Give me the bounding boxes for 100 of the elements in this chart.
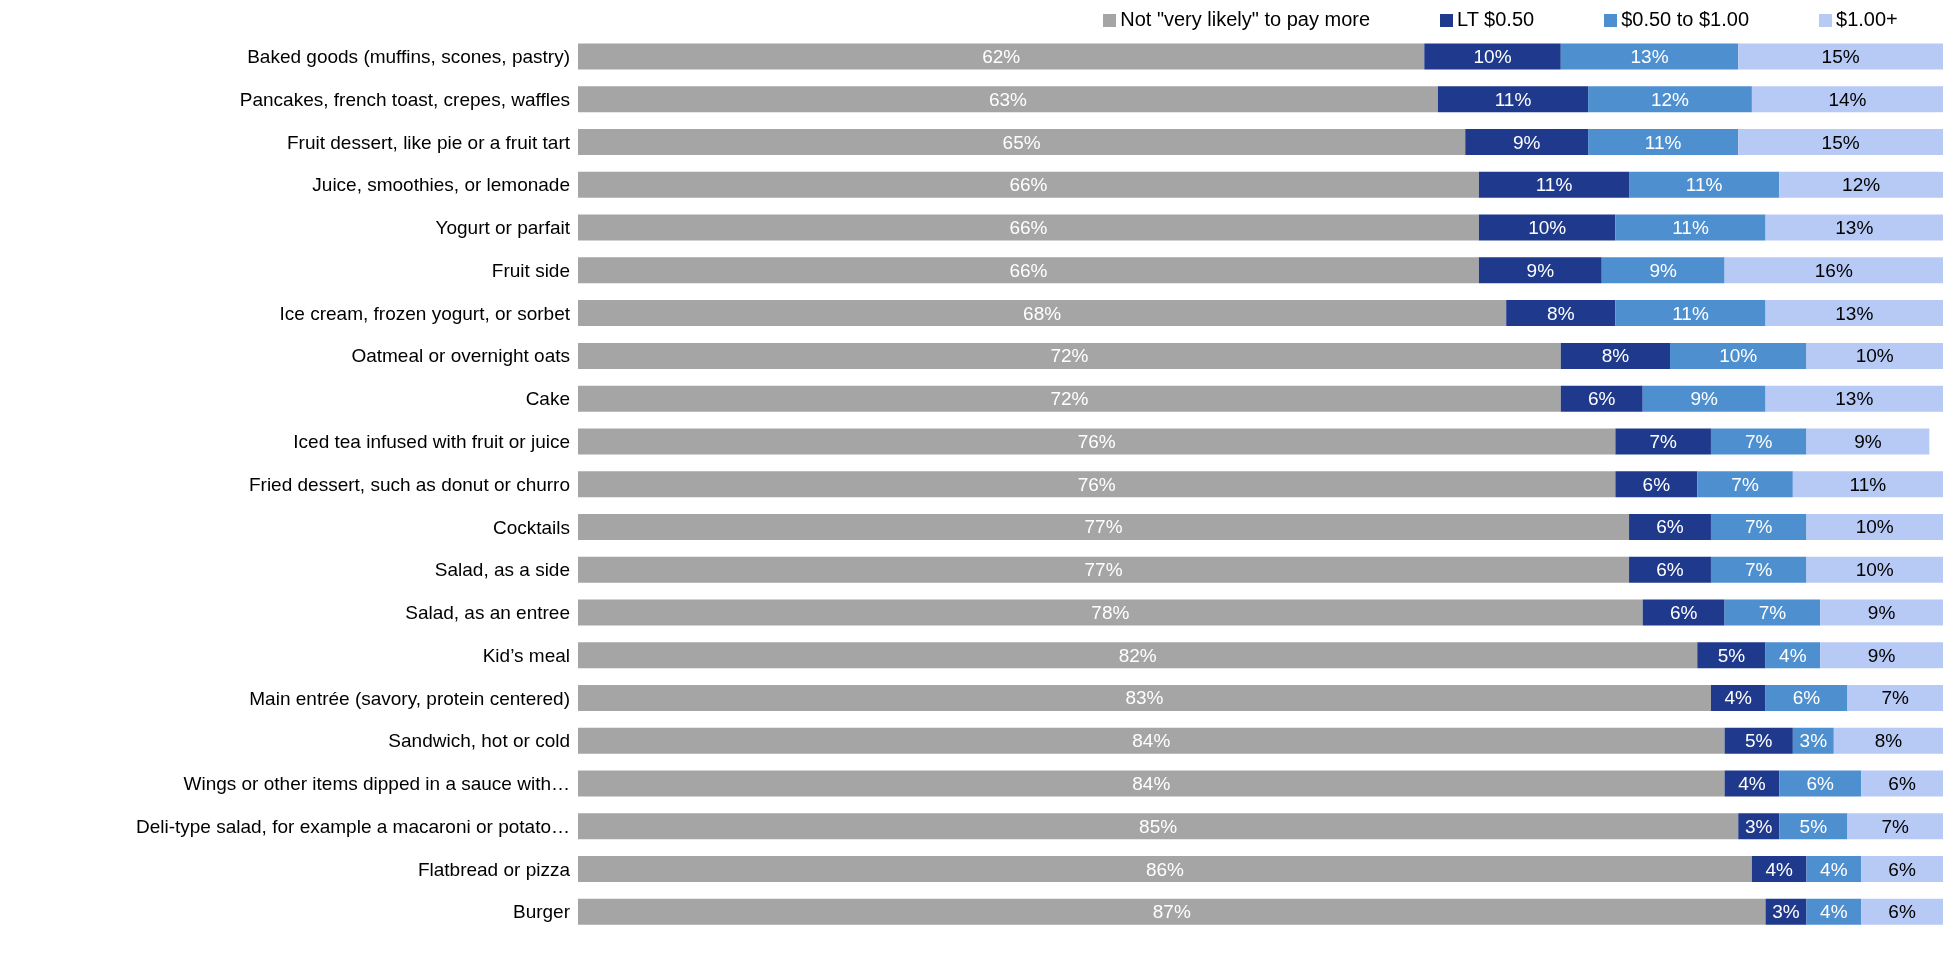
data-label: 9% — [1690, 388, 1718, 410]
data-label: 6% — [1656, 559, 1684, 581]
bar — [1588, 86, 1752, 113]
data-label: 4% — [1779, 644, 1807, 666]
bar — [1615, 471, 1698, 498]
data-label: 7% — [1744, 430, 1773, 452]
data-label: 13% — [1835, 217, 1874, 239]
data-label: 11% — [1494, 88, 1532, 110]
data-label: 83% — [1125, 687, 1164, 709]
y-tick-label: Fried dessert, such as donut or churro — [248, 473, 570, 495]
bar — [1779, 171, 1943, 198]
bar — [1629, 556, 1711, 583]
data-label: 6% — [1806, 773, 1834, 794]
bar — [1861, 898, 1943, 925]
bar — [1710, 513, 1807, 540]
bar — [1629, 171, 1780, 198]
data-label: 77% — [1084, 516, 1123, 538]
data-label: 3% — [1799, 730, 1828, 752]
bar — [1560, 342, 1670, 369]
bar — [578, 727, 1725, 754]
y-tick-label: Main entrée (savory, protein centered) — [249, 687, 570, 709]
data-label: 6% — [1588, 388, 1616, 410]
bar — [578, 599, 1643, 626]
y-tick-label: Iced tea infused with fruit or juice — [293, 430, 570, 452]
data-label: 11% — [1672, 302, 1709, 324]
bar — [578, 556, 1630, 583]
bar — [578, 856, 1752, 883]
bar — [578, 428, 1616, 455]
data-label: 13% — [1835, 302, 1874, 324]
bar — [1642, 599, 1725, 626]
data-label: 7% — [1881, 687, 1910, 709]
data-label: 8% — [1547, 302, 1575, 324]
y-tick-label: Sandwich, hot or cold — [388, 730, 570, 752]
bar — [1724, 599, 1821, 626]
data-label: 6% — [1656, 516, 1684, 538]
bar — [1751, 86, 1943, 113]
y-tick-label: Juice, smoothies, or lemonade — [312, 174, 570, 196]
data-label: 76% — [1077, 430, 1116, 452]
data-label: 85% — [1139, 815, 1178, 837]
bar — [1478, 171, 1630, 198]
data-label: 62% — [982, 46, 1021, 68]
data-label: 4% — [1738, 773, 1766, 794]
data-label: 15% — [1821, 131, 1860, 153]
data-label: 6% — [1642, 473, 1671, 495]
bar — [1642, 385, 1766, 412]
legend-label: Not "very likely" to pay more — [1120, 8, 1371, 30]
bar — [578, 770, 1725, 797]
data-label: 13% — [1835, 388, 1874, 410]
data-label: 7% — [1881, 815, 1910, 837]
bar — [1424, 43, 1561, 70]
y-tick-label: Salad, as an entree — [405, 602, 570, 624]
legend-label: $0.50 to $1.00 — [1621, 8, 1750, 30]
bar — [578, 684, 1711, 711]
legend-label: LT $0.50 — [1457, 8, 1535, 30]
data-label: 9% — [1526, 259, 1555, 281]
data-label: 16% — [1814, 259, 1853, 281]
data-label: 10% — [1528, 217, 1567, 239]
data-label: 77% — [1084, 559, 1123, 581]
data-label: 10% — [1855, 345, 1894, 367]
data-label: 76% — [1077, 473, 1116, 495]
bar — [1847, 813, 1943, 840]
bar — [1861, 770, 1943, 797]
data-label: 8% — [1874, 730, 1903, 752]
y-tick-label: Kid’s meal — [482, 644, 570, 666]
data-label: 9% — [1867, 644, 1896, 666]
data-label: 6% — [1792, 687, 1821, 709]
data-label: 11% — [1849, 473, 1887, 495]
bar — [1478, 214, 1616, 241]
y-tick-label: Cake — [525, 388, 570, 410]
data-label: 66% — [1009, 217, 1048, 239]
data-label: 10% — [1855, 559, 1894, 581]
data-label: 6% — [1669, 601, 1698, 623]
bar — [1560, 43, 1739, 70]
y-tick-label: Fruit dessert, like pie or a fruit tart — [287, 131, 571, 153]
y-tick-label: Wings or other items dipped in a sauce with… — [183, 773, 570, 795]
data-label: 9% — [1854, 430, 1882, 452]
bar — [1779, 770, 1862, 797]
bar — [578, 471, 1616, 498]
y-tick-label: Deli-type salad, for example a macaroni or potato… — [135, 815, 570, 837]
bar — [1615, 214, 1766, 241]
data-label: 13% — [1630, 46, 1669, 68]
bar — [1629, 513, 1711, 540]
bar — [1615, 300, 1766, 327]
bar — [1820, 599, 1943, 626]
data-label: 7% — [1649, 430, 1678, 452]
data-label: 82% — [1118, 644, 1157, 666]
bar — [1506, 300, 1616, 327]
data-label: 8% — [1601, 345, 1630, 367]
y-tick-label: Cocktails — [492, 516, 570, 538]
data-label: 5% — [1799, 815, 1828, 837]
data-label: 72% — [1050, 345, 1089, 367]
data-label: 65% — [1002, 131, 1041, 153]
data-label: 72% — [1050, 388, 1089, 410]
data-label: 9% — [1867, 601, 1896, 623]
bar — [1601, 257, 1725, 284]
bar — [1738, 129, 1943, 156]
data-label: 11% — [1685, 174, 1723, 196]
bar — [578, 257, 1479, 284]
data-label: 7% — [1758, 601, 1787, 623]
bar — [1560, 385, 1643, 412]
